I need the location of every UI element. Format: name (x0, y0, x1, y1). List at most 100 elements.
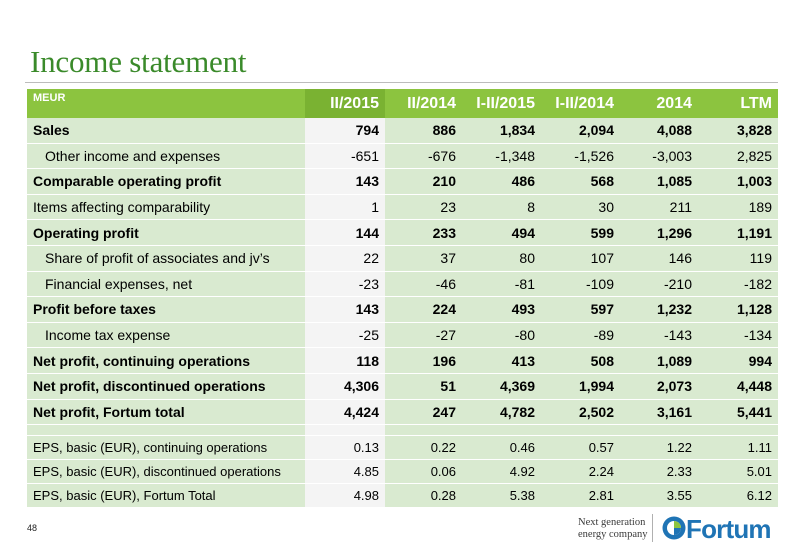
table-row: EPS, basic (EUR), Fortum Total 4.98 0.28… (27, 483, 778, 509)
table-cell: -1,348 (462, 143, 541, 170)
table-cell: 2.24 (541, 459, 620, 485)
table-cell: -109 (541, 271, 620, 298)
table-cell: 3,161 (620, 399, 698, 426)
row-label: EPS, basic (EUR), continuing operations (27, 435, 305, 461)
footer-divider (652, 514, 653, 542)
table-cell: 6.12 (698, 483, 778, 509)
table-cell: -81 (462, 271, 541, 298)
table-row: Net profit, continuing operations 118 19… (27, 347, 778, 374)
table-row: Share of profit of associates and jv’s 2… (27, 245, 778, 272)
table-cell: 30 (541, 194, 620, 221)
column-header: I-II/2015 (462, 89, 541, 118)
table-row: Profit before taxes 143 224 493 597 1,23… (27, 296, 778, 323)
table-cell: 2,502 (541, 399, 620, 426)
row-label: Comparable operating profit (27, 168, 305, 195)
table-row: Other income and expenses -651 -676 -1,3… (27, 143, 778, 170)
table-cell: 118 (305, 347, 385, 374)
table-cell: 23 (385, 194, 462, 221)
row-label: Other income and expenses (27, 143, 305, 170)
table-cell: 1,085 (620, 168, 698, 195)
fortum-logo-text: Fortum (686, 514, 772, 544)
column-header: II/2015 (305, 89, 385, 118)
row-label: Net profit, continuing operations (27, 347, 305, 374)
row-label: Items affecting comparability (27, 194, 305, 221)
table-cell: -143 (620, 322, 698, 349)
table-cell: 1,994 (541, 373, 620, 400)
table-cell: 4,369 (462, 373, 541, 400)
table-cell: 4,306 (305, 373, 385, 400)
row-label: Financial expenses, net (27, 271, 305, 298)
table-cell: -89 (541, 322, 620, 349)
table-cell: 210 (385, 168, 462, 195)
table-cell: 1 (305, 194, 385, 221)
table-cell: 2,073 (620, 373, 698, 400)
table-cell: 196 (385, 347, 462, 374)
table-row: EPS, basic (EUR), discontinued operation… (27, 459, 778, 485)
table-cell: -1,526 (541, 143, 620, 170)
table-cell: -27 (385, 322, 462, 349)
table-cell: 1,128 (698, 296, 778, 323)
table-cell: -23 (305, 271, 385, 298)
table-cell: 1,232 (620, 296, 698, 323)
table-cell: -651 (305, 143, 385, 170)
table-cell: 1,089 (620, 347, 698, 374)
footer-brand: Next generation energy company Fortum (560, 509, 790, 549)
table-cell: 2.81 (541, 483, 620, 509)
table-cell: 994 (698, 347, 778, 374)
table-cell: 4.98 (305, 483, 385, 509)
table-cell: 2,825 (698, 143, 778, 170)
table-cell: 146 (620, 245, 698, 272)
row-label: Net profit, discontinued operations (27, 373, 305, 400)
table-cell: 143 (305, 296, 385, 323)
table-cell: 1.11 (698, 435, 778, 461)
table-cell: 247 (385, 399, 462, 426)
table-cell: 144 (305, 219, 385, 246)
column-header: LTM (698, 89, 778, 118)
fortum-logo-icon (662, 516, 686, 540)
row-label: EPS, basic (EUR), discontinued operation… (27, 459, 305, 485)
table-cell: 211 (620, 194, 698, 221)
table-cell: 4,088 (620, 118, 698, 144)
table-cell: 0.57 (541, 435, 620, 461)
table-cell: 486 (462, 168, 541, 195)
row-label: Profit before taxes (27, 296, 305, 323)
table-cell: 5.01 (698, 459, 778, 485)
row-label: Net profit, Fortum total (27, 399, 305, 426)
column-header: 2014 (620, 89, 698, 118)
table-cell: 0.46 (462, 435, 541, 461)
table-cell: 0.13 (305, 435, 385, 461)
table-cell: 233 (385, 219, 462, 246)
table-cell: 568 (541, 168, 620, 195)
table-spacer-row (27, 424, 778, 437)
table-cell: 119 (698, 245, 778, 272)
table-cell: 224 (385, 296, 462, 323)
table-row: Items affecting comparability 1 23 8 30 … (27, 194, 778, 221)
slogan-line: energy company (578, 529, 648, 540)
table-row: Income tax expense -25 -27 -80 -89 -143 … (27, 322, 778, 349)
table-cell: -210 (620, 271, 698, 298)
table-cell: 0.22 (385, 435, 462, 461)
table-cell: 508 (541, 347, 620, 374)
table-cell: 5.38 (462, 483, 541, 509)
table-cell: -3,003 (620, 143, 698, 170)
column-header-unit: MEUR (27, 89, 305, 118)
table-cell: 8 (462, 194, 541, 221)
table-cell: 3,828 (698, 118, 778, 144)
table-cell: 143 (305, 168, 385, 195)
table-cell: 0.28 (385, 483, 462, 509)
table-row: EPS, basic (EUR), continuing operations … (27, 435, 778, 461)
table-cell: 1,834 (462, 118, 541, 144)
table-cell: 37 (385, 245, 462, 272)
table-row: Net profit, Fortum total 4,424 247 4,782… (27, 399, 778, 426)
table-row: Financial expenses, net -23 -46 -81 -109… (27, 271, 778, 298)
table-cell: 886 (385, 118, 462, 144)
table-cell: 22 (305, 245, 385, 272)
table-cell: -182 (698, 271, 778, 298)
title-divider (25, 82, 778, 83)
page-number: 48 (27, 523, 38, 533)
table-cell: 2,094 (541, 118, 620, 144)
table-cell: 4,782 (462, 399, 541, 426)
page-title: Income statement (30, 44, 247, 79)
income-statement-table: MEUR II/2015 II/2014 I-II/2015 I-II/2014… (27, 89, 778, 509)
table-cell: 189 (698, 194, 778, 221)
